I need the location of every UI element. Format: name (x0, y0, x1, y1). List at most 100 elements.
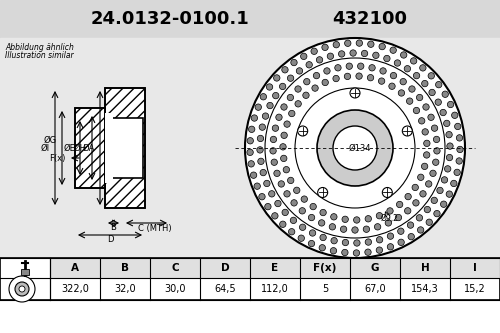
Circle shape (330, 247, 336, 254)
Text: ØE: ØE (63, 144, 75, 153)
Circle shape (426, 181, 432, 187)
Circle shape (344, 73, 350, 80)
Circle shape (300, 224, 306, 230)
Text: ØA: ØA (82, 144, 95, 153)
Text: B: B (110, 223, 116, 232)
Text: I: I (473, 263, 477, 273)
Circle shape (454, 169, 460, 175)
Circle shape (350, 88, 360, 98)
Text: C (MTH): C (MTH) (138, 223, 172, 232)
Circle shape (260, 94, 266, 100)
Circle shape (452, 112, 458, 119)
Circle shape (418, 227, 424, 233)
Text: ØG: ØG (44, 136, 57, 145)
Circle shape (245, 38, 465, 258)
Text: 15,2: 15,2 (464, 284, 486, 294)
Circle shape (274, 170, 280, 176)
Circle shape (280, 144, 286, 150)
Text: 5: 5 (322, 284, 328, 294)
Circle shape (414, 107, 420, 114)
Circle shape (422, 163, 428, 169)
Circle shape (418, 174, 424, 180)
Text: 64,5: 64,5 (214, 284, 236, 294)
Circle shape (380, 68, 386, 74)
Circle shape (408, 222, 414, 228)
Circle shape (272, 213, 278, 219)
Circle shape (257, 147, 263, 153)
Circle shape (338, 51, 345, 57)
Circle shape (400, 79, 406, 85)
Bar (105, 113, 113, 183)
Circle shape (446, 191, 452, 197)
Circle shape (428, 114, 434, 121)
Circle shape (270, 148, 276, 154)
Circle shape (271, 159, 278, 166)
Circle shape (447, 143, 453, 149)
Text: G: G (371, 263, 380, 273)
Circle shape (344, 40, 351, 46)
Circle shape (274, 200, 281, 207)
Circle shape (418, 118, 425, 124)
Circle shape (287, 94, 294, 101)
Circle shape (327, 53, 334, 59)
Circle shape (303, 92, 309, 99)
Circle shape (365, 239, 372, 245)
Circle shape (298, 235, 304, 241)
Circle shape (266, 84, 272, 90)
Text: ate: ate (304, 99, 376, 137)
Circle shape (306, 62, 312, 68)
Circle shape (376, 247, 382, 253)
Bar (0, 0, 500, 38)
Circle shape (408, 233, 414, 240)
Circle shape (389, 83, 395, 90)
Circle shape (384, 55, 390, 62)
Circle shape (314, 72, 320, 79)
Circle shape (278, 181, 284, 187)
Text: D: D (107, 235, 113, 244)
Text: 432100: 432100 (332, 10, 407, 28)
Circle shape (434, 148, 440, 154)
Circle shape (296, 68, 302, 74)
Circle shape (331, 237, 338, 244)
Circle shape (304, 79, 310, 85)
Circle shape (299, 207, 306, 214)
Circle shape (431, 197, 438, 203)
Circle shape (282, 209, 288, 215)
Circle shape (308, 240, 314, 247)
Circle shape (432, 159, 439, 166)
Circle shape (394, 60, 400, 66)
Bar (75, 108, 105, 188)
Circle shape (290, 217, 296, 223)
Circle shape (416, 215, 422, 221)
Circle shape (284, 121, 290, 127)
Circle shape (434, 210, 440, 217)
Circle shape (422, 129, 428, 135)
Circle shape (329, 224, 336, 230)
Circle shape (317, 110, 393, 186)
Text: C: C (171, 263, 179, 273)
Text: 24.0132-0100.1: 24.0132-0100.1 (90, 10, 250, 28)
Circle shape (259, 124, 266, 130)
Circle shape (435, 99, 442, 105)
Circle shape (354, 217, 360, 223)
Circle shape (316, 57, 322, 63)
Circle shape (356, 40, 362, 46)
Circle shape (308, 214, 314, 221)
Circle shape (409, 86, 415, 92)
Circle shape (396, 214, 402, 221)
Text: 30,0: 30,0 (164, 284, 186, 294)
Circle shape (374, 224, 381, 230)
Text: F(x): F(x) (314, 263, 336, 273)
Circle shape (424, 140, 430, 147)
Circle shape (342, 239, 348, 246)
Circle shape (320, 234, 326, 241)
Circle shape (259, 193, 265, 200)
Circle shape (368, 75, 374, 81)
Circle shape (324, 68, 330, 74)
Circle shape (387, 208, 393, 214)
Circle shape (456, 158, 462, 164)
Circle shape (330, 214, 337, 220)
Circle shape (398, 239, 404, 245)
Circle shape (288, 110, 295, 117)
Circle shape (320, 209, 326, 216)
